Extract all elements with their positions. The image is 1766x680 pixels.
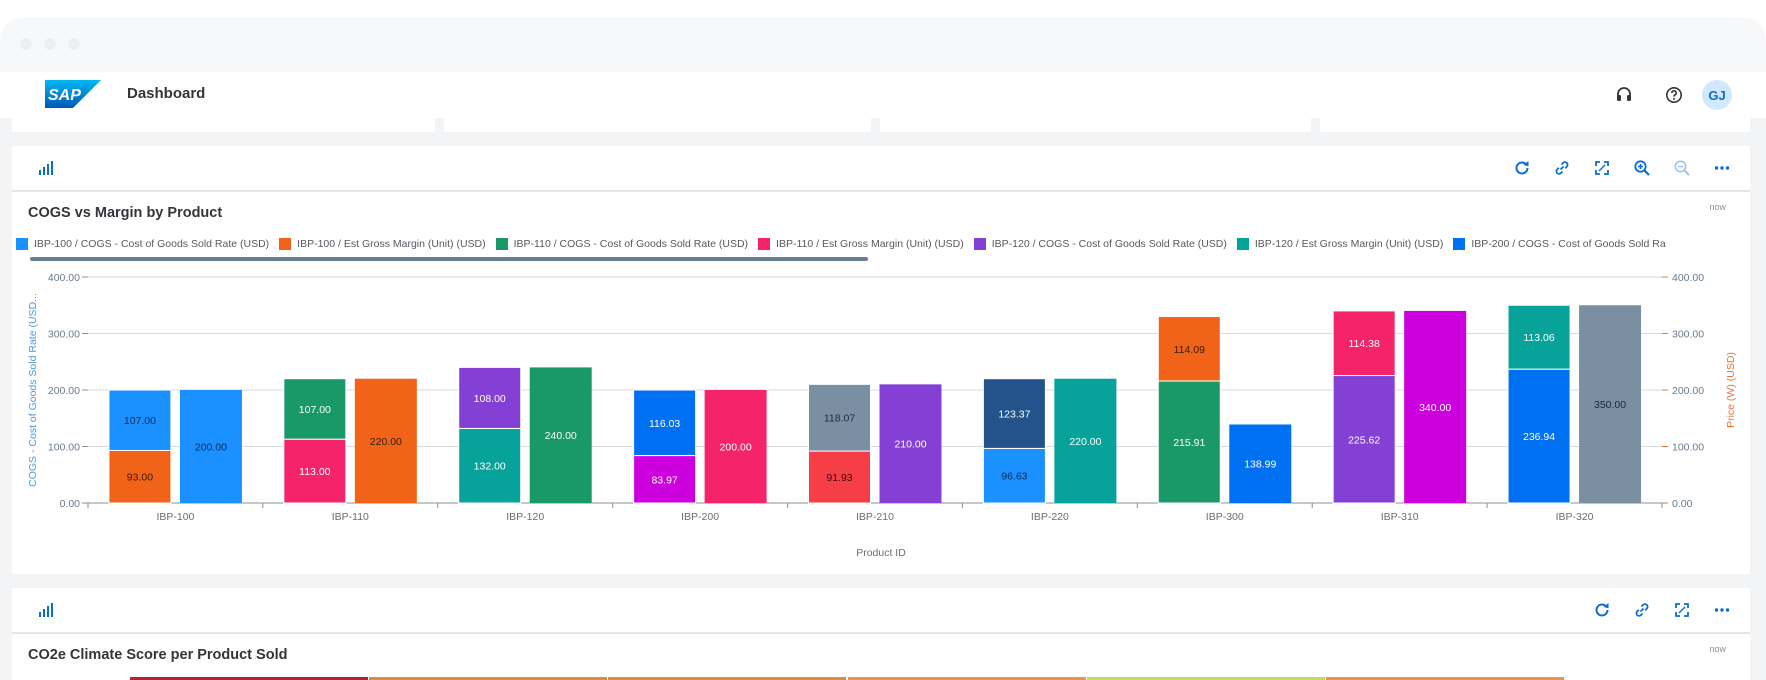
co2e-segment[interactable] [369, 677, 608, 680]
legend-swatch [1453, 238, 1466, 250]
legend-item[interactable]: IBP-110 / Est Gross Margin (Unit) (USD) [758, 238, 964, 250]
legend-item[interactable]: IBP-120 / Est Gross Margin (Unit) (USD) [1236, 238, 1444, 250]
card-title: COGS vs Margin by Product [28, 205, 223, 221]
legend-label: IBP-200 / COGS - Cost of Goods Sold Ra [1471, 238, 1666, 250]
link-icon[interactable] [1632, 600, 1652, 620]
window-maximize-dot[interactable] [68, 38, 80, 50]
legend-swatch [16, 238, 28, 250]
chart-card-co2e: CO2e Climate Score per Product Sold now [12, 588, 1750, 680]
tile-fragment [1320, 118, 1750, 132]
fullscreen-icon[interactable] [1672, 600, 1692, 620]
tile-fragment [444, 118, 871, 132]
window-minimize-dot[interactable] [44, 38, 56, 50]
legend-swatch [758, 238, 771, 250]
bar-chart-icon [38, 602, 54, 623]
co2e-segment[interactable] [130, 677, 369, 680]
legend-label: IBP-110 / Est Gross Margin (Unit) (USD) [776, 238, 964, 250]
user-avatar[interactable]: GJ [1702, 80, 1732, 110]
chart-legend: IBP-100 / COGS - Cost of Goods Sold Rate… [16, 238, 1742, 254]
legend-label: IBP-100 / COGS - Cost of Goods Sold Rate… [34, 238, 270, 250]
legend-swatch [279, 238, 292, 250]
zoom-in-icon[interactable] [1632, 158, 1652, 178]
shell-bar [0, 72, 1766, 118]
tile-fragment [880, 118, 1311, 132]
legend-label: IBP-110 / COGS - Cost of Goods Sold Rate… [513, 238, 749, 250]
help-icon[interactable] [1663, 84, 1685, 106]
window-controls [20, 38, 80, 50]
card-timestamp: now [1709, 202, 1726, 212]
card-toolbar [12, 146, 1750, 192]
legend-swatch [495, 238, 508, 250]
legend-item[interactable]: IBP-110 / COGS - Cost of Goods Sold Rate… [495, 238, 749, 250]
bar-chart-icon [38, 160, 54, 181]
legend-item[interactable]: IBP-200 / COGS - Cost of Goods Sold Ra [1453, 238, 1666, 250]
sap-logo-text: SAP [48, 87, 81, 104]
legend-scrollbar[interactable] [30, 257, 868, 261]
card-title: CO2e Climate Score per Product Sold [28, 647, 288, 663]
legend-item[interactable]: IBP-120 / COGS - Cost of Goods Sold Rate… [973, 238, 1227, 250]
more-icon[interactable] [1712, 600, 1732, 620]
co2e-segment[interactable] [1325, 677, 1564, 680]
co2e-segment[interactable] [608, 677, 847, 680]
headset-icon[interactable] [1613, 84, 1635, 106]
legend-swatch [1236, 238, 1249, 250]
refresh-icon[interactable] [1592, 600, 1612, 620]
more-icon[interactable] [1712, 158, 1732, 178]
legend-label: IBP-120 / Est Gross Margin (Unit) (USD) [1254, 238, 1444, 250]
tile-fragment [12, 118, 435, 132]
refresh-icon[interactable] [1512, 158, 1532, 178]
sap-logo[interactable]: SAP [45, 80, 101, 108]
window-chrome [0, 18, 1766, 72]
legend-label: IBP-120 / COGS - Cost of Goods Sold Rate… [991, 238, 1227, 250]
card-toolbar [12, 588, 1750, 634]
fullscreen-icon[interactable] [1592, 158, 1612, 178]
zoom-out-icon[interactable] [1672, 158, 1692, 178]
chart-card-cogs: COGS vs Margin by Product now [12, 146, 1750, 574]
legend-item[interactable]: IBP-100 / Est Gross Margin (Unit) (USD) [279, 238, 486, 250]
legend-swatch [973, 238, 986, 250]
window-close-dot[interactable] [20, 38, 32, 50]
legend-item[interactable]: IBP-100 / COGS - Cost of Goods Sold Rate… [16, 238, 269, 250]
card-timestamp: now [1709, 644, 1726, 654]
legend-label: IBP-100 / Est Gross Margin (Unit) (USD) [297, 238, 486, 250]
co2e-segment[interactable] [847, 677, 1086, 680]
app-title: Dashboard [127, 85, 206, 102]
co2e-segment[interactable] [1086, 677, 1325, 680]
link-icon[interactable] [1552, 158, 1572, 178]
